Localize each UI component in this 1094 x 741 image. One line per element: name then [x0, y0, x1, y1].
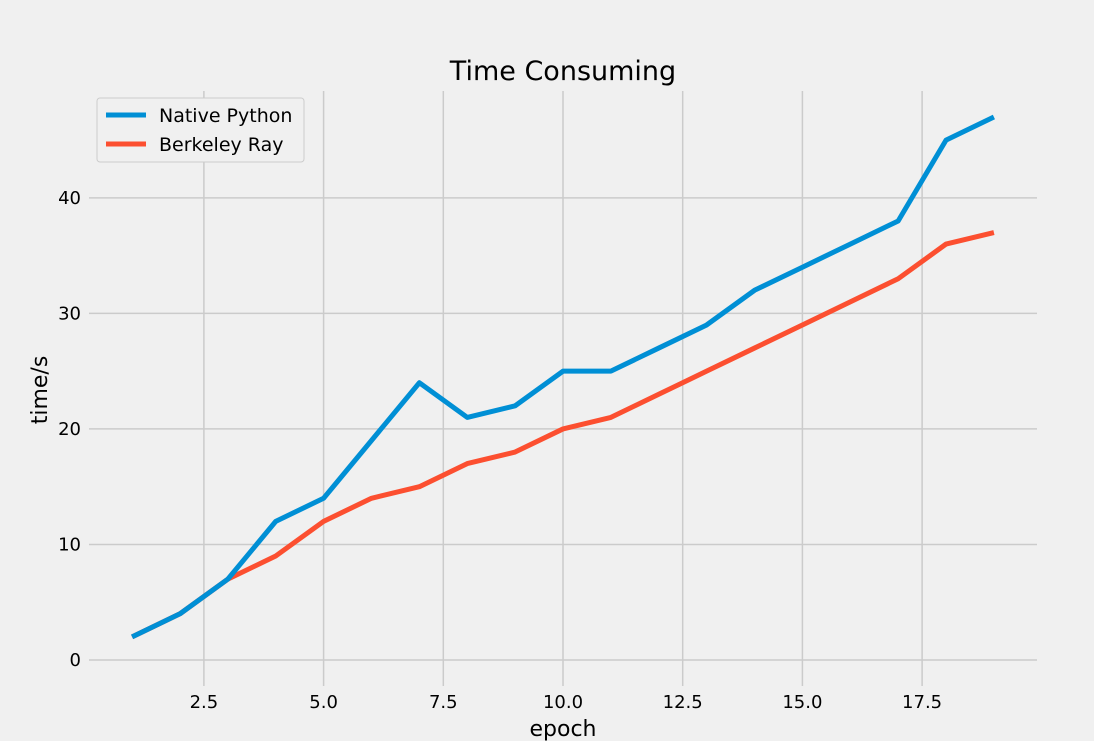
chart-title: Time Consuming [449, 56, 676, 87]
y-tick-label: 30 [58, 303, 81, 324]
series-lines [131, 114, 995, 640]
x-axis-label: epoch [530, 717, 597, 741]
legend-label-berkeley-ray: Berkeley Ray [159, 134, 283, 156]
x-tick-label: 5.0 [309, 692, 338, 713]
x-tick-labels: 2.5 5.0 7.5 10.0 12.5 15.0 17.5 [190, 692, 943, 713]
legend: Native Python Berkeley Ray [96, 97, 305, 163]
y-tick-label: 20 [58, 419, 81, 440]
x-tick-label: 7.5 [429, 692, 458, 713]
legend-label-native-python: Native Python [159, 105, 292, 127]
x-tick-label: 12.5 [663, 692, 703, 713]
x-tick-label: 17.5 [902, 692, 942, 713]
y-tick-labels: 0 10 20 30 40 [58, 188, 81, 671]
y-tick-label: 10 [58, 534, 81, 555]
legend-box [96, 97, 305, 163]
x-tick-label: 15.0 [782, 692, 822, 713]
y-tick-label: 40 [58, 188, 81, 209]
x-tick-label: 10.0 [543, 692, 583, 713]
grid [89, 91, 1037, 686]
series-line-berkeley-ray [131, 230, 995, 640]
y-axis-label: time/s [28, 356, 53, 425]
series-line-native-python [131, 114, 995, 640]
x-tick-label: 2.5 [190, 692, 219, 713]
y-tick-label: 0 [70, 650, 81, 671]
